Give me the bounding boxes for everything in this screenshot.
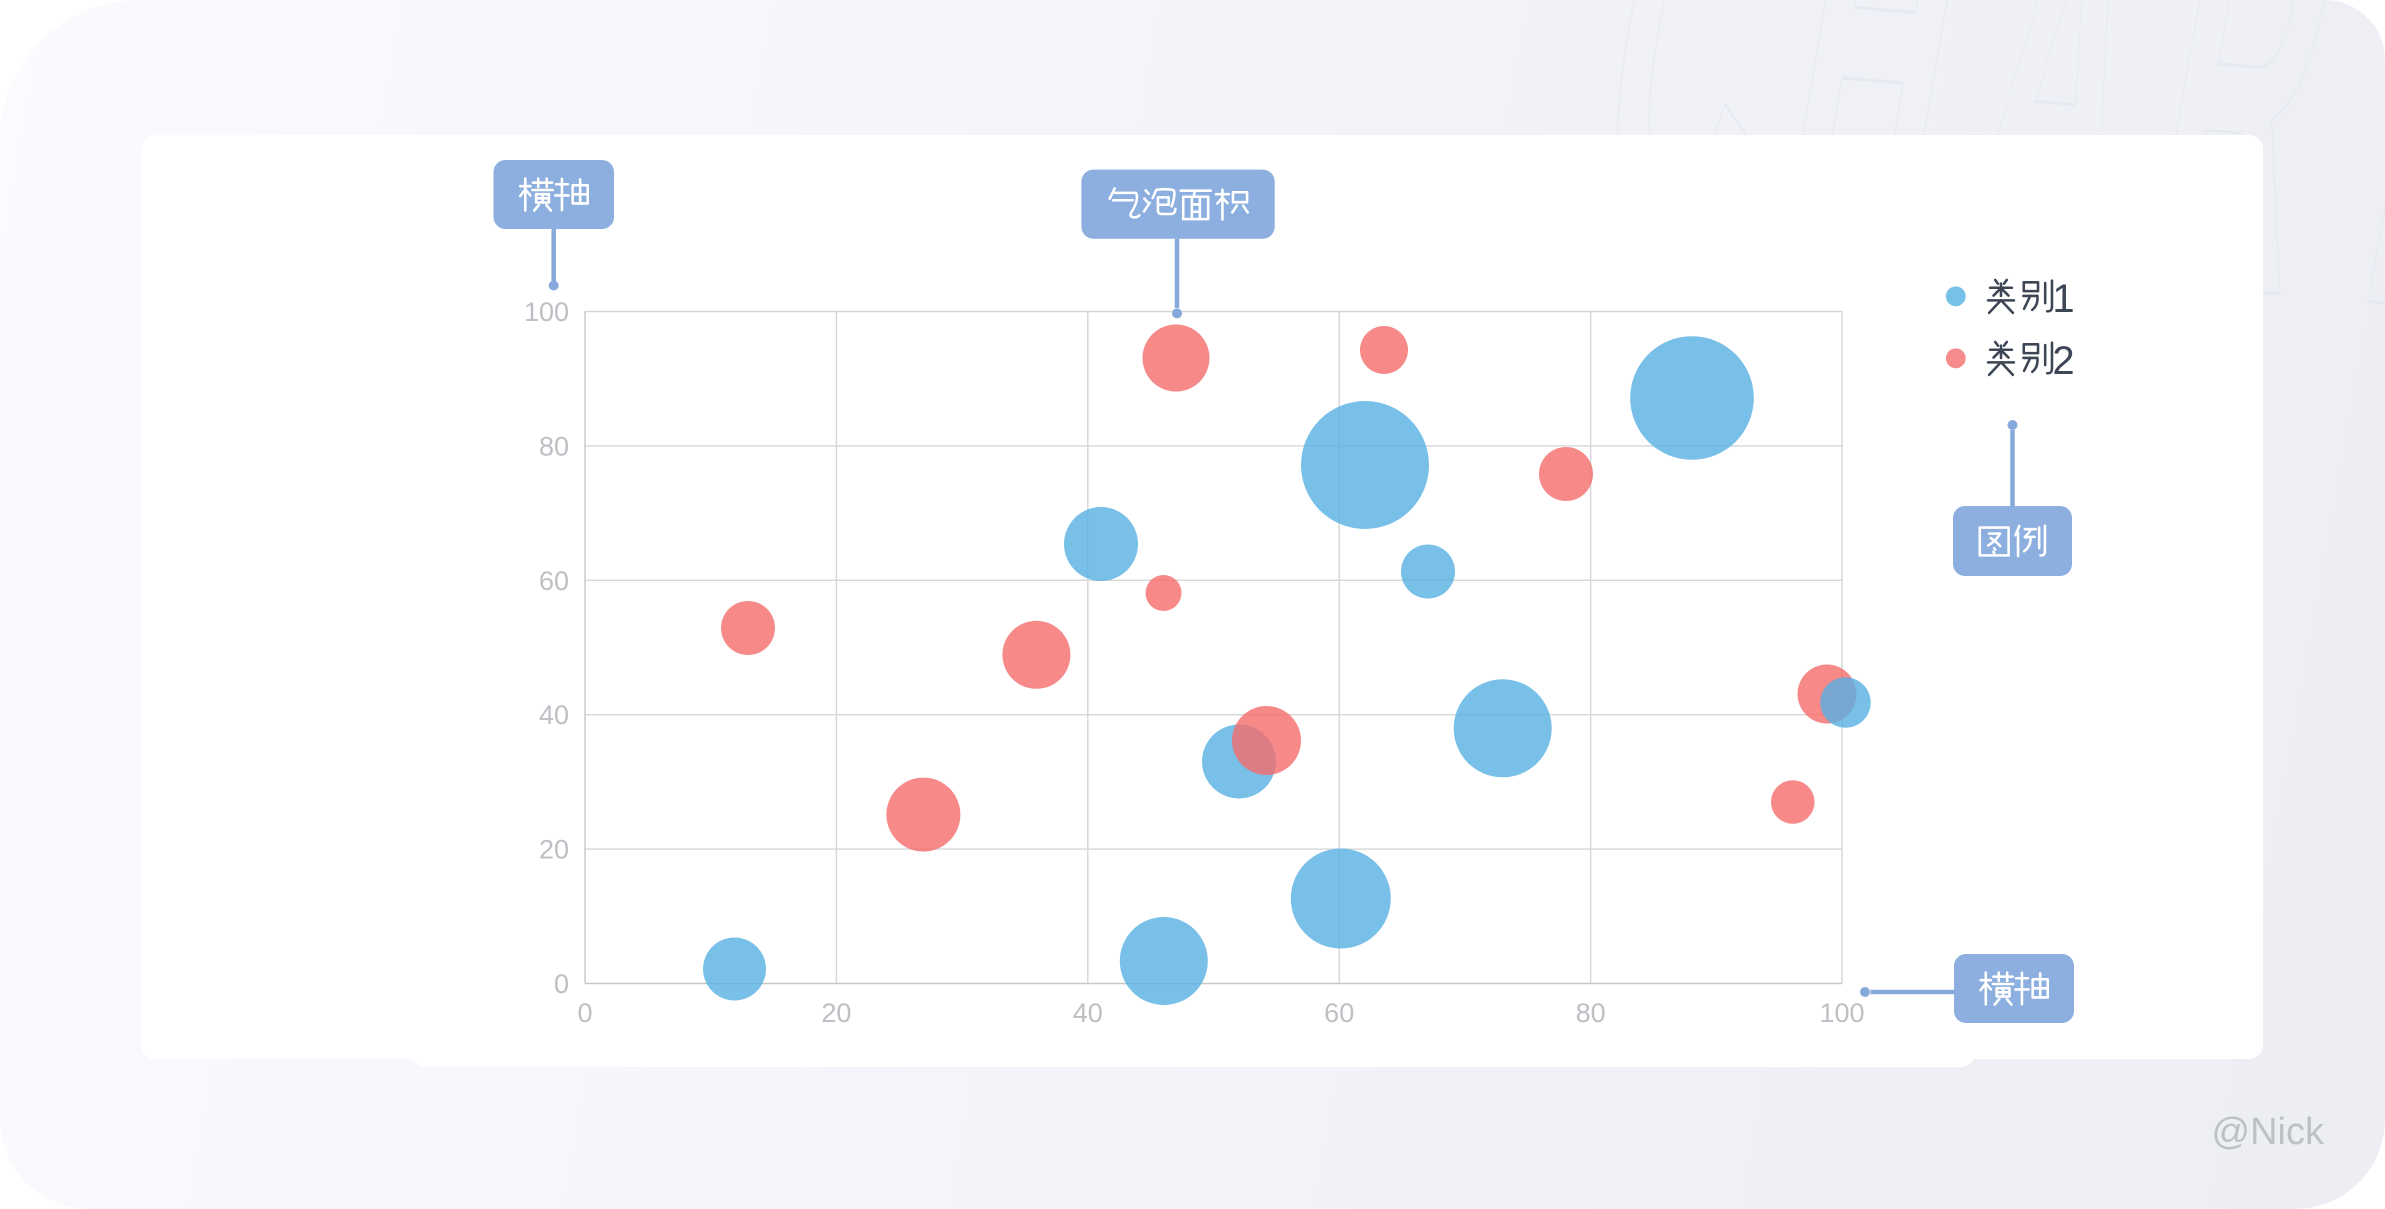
svg-text:20: 20 — [821, 998, 851, 1028]
svg-text:40: 40 — [1073, 998, 1103, 1028]
svg-text:20: 20 — [539, 835, 569, 865]
svg-text:2: 2 — [2052, 339, 2074, 383]
svg-text:@Nick: @Nick — [2212, 1111, 2325, 1153]
svg-text:0: 0 — [554, 969, 569, 999]
svg-text:60: 60 — [539, 566, 569, 596]
svg-text:80: 80 — [539, 431, 569, 461]
svg-text:1: 1 — [2052, 277, 2074, 321]
svg-text:100: 100 — [1819, 998, 1864, 1028]
svg-text:40: 40 — [539, 700, 569, 730]
svg-text:0: 0 — [577, 998, 592, 1028]
svg-text:60: 60 — [1324, 998, 1354, 1028]
svg-text:80: 80 — [1576, 998, 1606, 1028]
svg-text:100: 100 — [524, 297, 569, 327]
